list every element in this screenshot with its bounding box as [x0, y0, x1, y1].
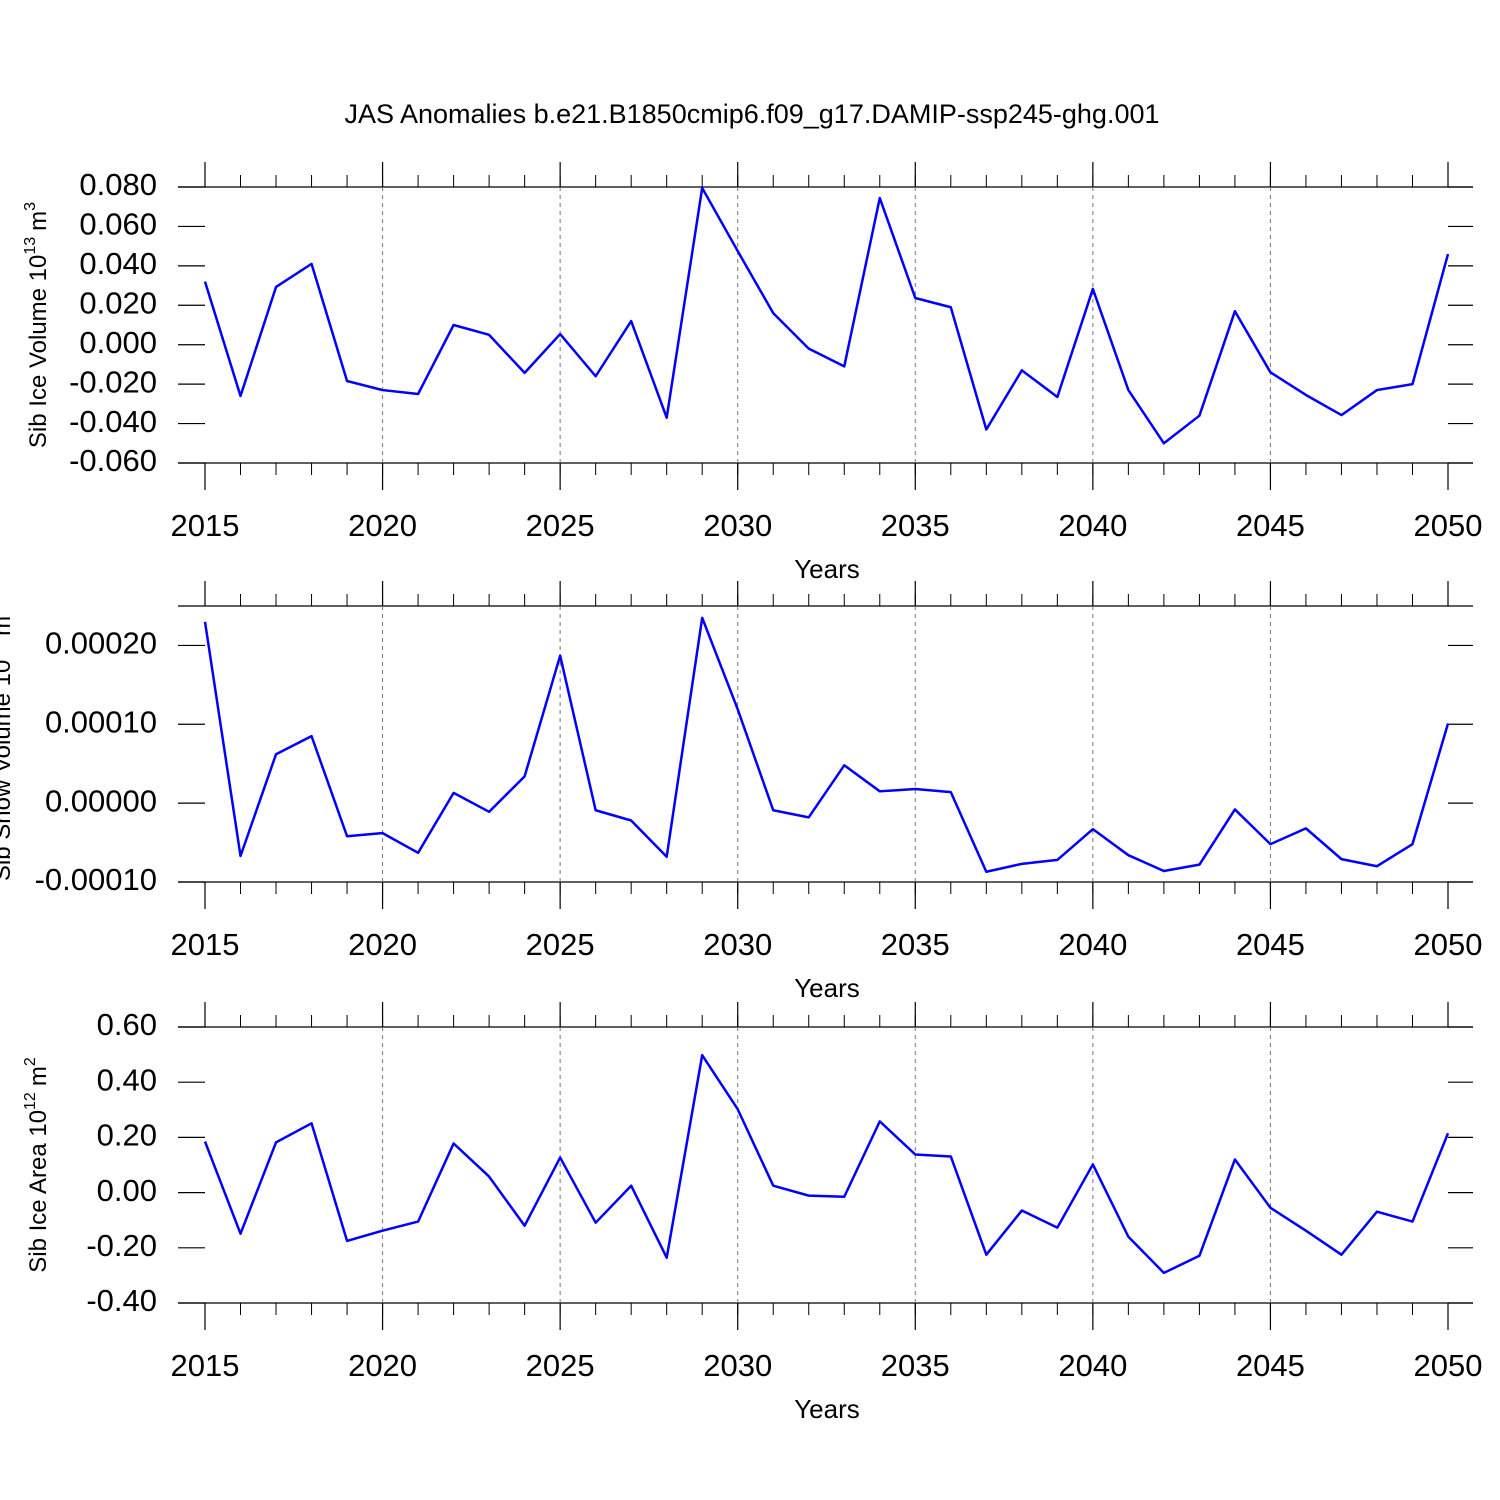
x-tick-label: 2045 — [1236, 927, 1305, 962]
y-label-text: m — [0, 616, 16, 636]
y-label-superscript: 13 — [0, 642, 3, 660]
x-tick-label: 2045 — [1236, 508, 1305, 543]
y-tick-label: 0.000 — [79, 325, 157, 360]
y-tick-label: 0.40 — [97, 1062, 157, 1097]
y-tick-label: 0.00000 — [45, 783, 157, 818]
x-axis-label: Years — [794, 554, 860, 584]
y-label-superscript: 3 — [22, 202, 39, 211]
x-tick-label: 2040 — [1058, 1348, 1127, 1383]
data-line — [203, 616, 1450, 873]
x-tick-label: 2035 — [881, 1348, 950, 1383]
y-label-text: Sib Snow Volume 10 — [0, 660, 16, 881]
y-tick-label: -0.40 — [86, 1283, 157, 1318]
y-label-superscript: 13 — [22, 237, 39, 255]
x-tick-label: 2050 — [1414, 1348, 1483, 1383]
data-line — [203, 1053, 1450, 1275]
data-line — [203, 186, 1450, 445]
x-tick-label: 2025 — [526, 1348, 595, 1383]
y-tick-label: 0.00010 — [45, 704, 157, 739]
y-label-text: Sib Ice Area 10 — [25, 1110, 52, 1273]
y-tick-label: 0.60 — [97, 1007, 157, 1042]
y-label-superscript: 3 — [0, 607, 3, 616]
y-label-superscript: 12 — [22, 1092, 39, 1110]
x-tick-label: 2040 — [1058, 927, 1127, 962]
x-tick-label: 2035 — [881, 508, 950, 543]
x-tick-label: 2020 — [348, 927, 417, 962]
x-tick-label: 2015 — [171, 1348, 240, 1383]
y-label-text: m — [25, 211, 52, 231]
x-tick-label: 2030 — [703, 508, 772, 543]
y-tick-label: 0.040 — [79, 246, 157, 281]
x-axis-label: Years — [794, 973, 860, 1003]
y-axis-label: Sib Ice Area 1012 m2 — [22, 1057, 52, 1273]
y-tick-label: 0.20 — [97, 1118, 157, 1153]
y-axis-label: Sib Ice Volume 1013 m3 — [22, 202, 52, 448]
y-tick-label: -0.040 — [69, 404, 157, 439]
x-axis-label: Years — [794, 1394, 860, 1424]
x-tick-label: 2020 — [348, 1348, 417, 1383]
x-tick-label: 2025 — [526, 508, 595, 543]
x-tick-label: 2040 — [1058, 508, 1127, 543]
x-tick-label: 2045 — [1236, 1348, 1305, 1383]
x-tick-label: 2015 — [171, 508, 240, 543]
x-tick-label: 2050 — [1414, 927, 1483, 962]
x-tick-label: 2035 — [881, 927, 950, 962]
y-tick-label: -0.020 — [69, 364, 157, 399]
y-tick-label: -0.00010 — [35, 862, 157, 897]
x-tick-label: 2030 — [703, 927, 772, 962]
y-tick-label: -0.060 — [69, 443, 157, 478]
x-tick-label: 2020 — [348, 508, 417, 543]
y-axis-label: Sib Snow Volume 1013 m3 — [0, 607, 16, 881]
x-tick-label: 2050 — [1414, 508, 1483, 543]
y-tick-label: 0.00 — [97, 1173, 157, 1208]
y-label-text: Sib Ice Volume 10 — [25, 255, 52, 448]
y-tick-label: 0.020 — [79, 285, 157, 320]
figure-title: JAS Anomalies b.e21.B1850cmip6.f09_g17.D… — [344, 99, 1159, 129]
y-tick-label: 0.00020 — [45, 626, 157, 661]
y-tick-label: 0.060 — [79, 207, 157, 242]
x-tick-label: 2015 — [171, 927, 240, 962]
x-tick-label: 2025 — [526, 927, 595, 962]
y-label-superscript: 2 — [22, 1057, 39, 1066]
y-tick-label: -0.20 — [86, 1228, 157, 1263]
x-tick-label: 2030 — [703, 1348, 772, 1383]
y-tick-label: 0.080 — [79, 167, 157, 202]
y-label-text: m — [25, 1066, 52, 1086]
